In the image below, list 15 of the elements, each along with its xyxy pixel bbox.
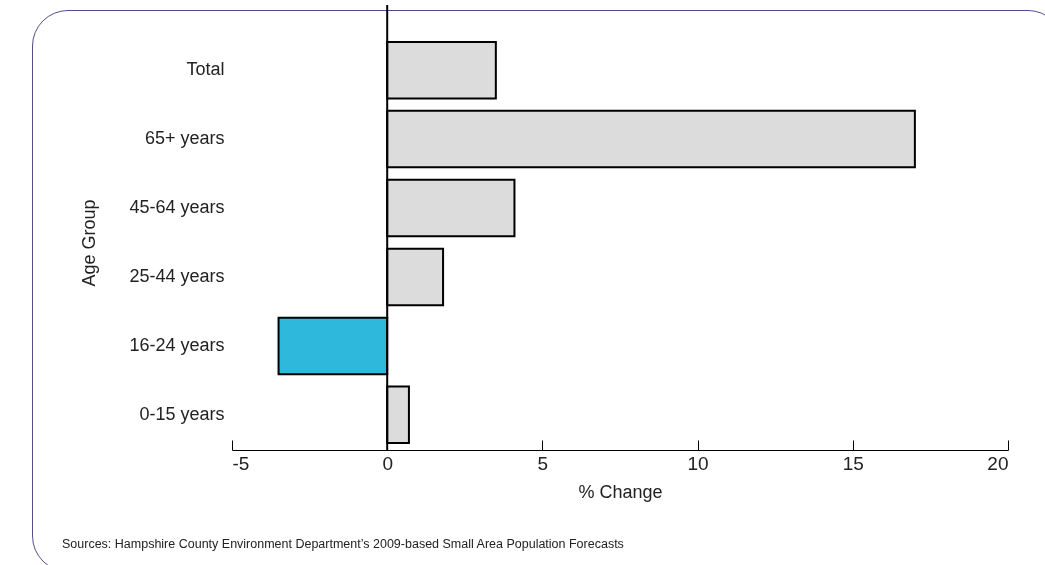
y-tick-label: 25-44 years xyxy=(129,265,225,286)
y-tick-label: 65+ years xyxy=(144,128,225,149)
x-tick-label: 10 xyxy=(687,452,709,474)
x-tick-label: 15 xyxy=(842,452,864,474)
x-tick-label: -5 xyxy=(232,452,250,474)
y-tick-label: 16-24 years xyxy=(129,334,225,355)
y-tick-label: 45-64 years xyxy=(129,197,225,218)
x-tick-label: 0 xyxy=(382,452,393,474)
y-tick-label: Total xyxy=(186,59,225,80)
x-tick-label: 20 xyxy=(987,452,1009,474)
x-tick-label: 5 xyxy=(537,452,549,474)
y-axis-title: Age Group xyxy=(79,199,100,287)
x-axis-title: % Change xyxy=(578,481,663,502)
source-note: Sources: Hampshire County Environment Department’s 2009-based Small Area Population Forecasts xyxy=(62,537,624,551)
y-tick-label: 0-15 years xyxy=(139,403,225,424)
